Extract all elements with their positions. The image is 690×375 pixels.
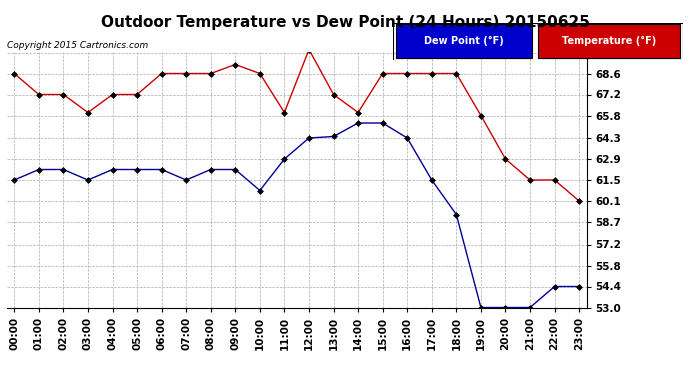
- Text: Outdoor Temperature vs Dew Point (24 Hours) 20150625: Outdoor Temperature vs Dew Point (24 Hou…: [101, 15, 589, 30]
- Text: Temperature (°F): Temperature (°F): [562, 36, 656, 46]
- Text: Copyright 2015 Cartronics.com: Copyright 2015 Cartronics.com: [7, 41, 148, 50]
- FancyBboxPatch shape: [538, 24, 680, 58]
- Text: Dew Point (°F): Dew Point (°F): [424, 36, 504, 46]
- FancyBboxPatch shape: [396, 24, 533, 58]
